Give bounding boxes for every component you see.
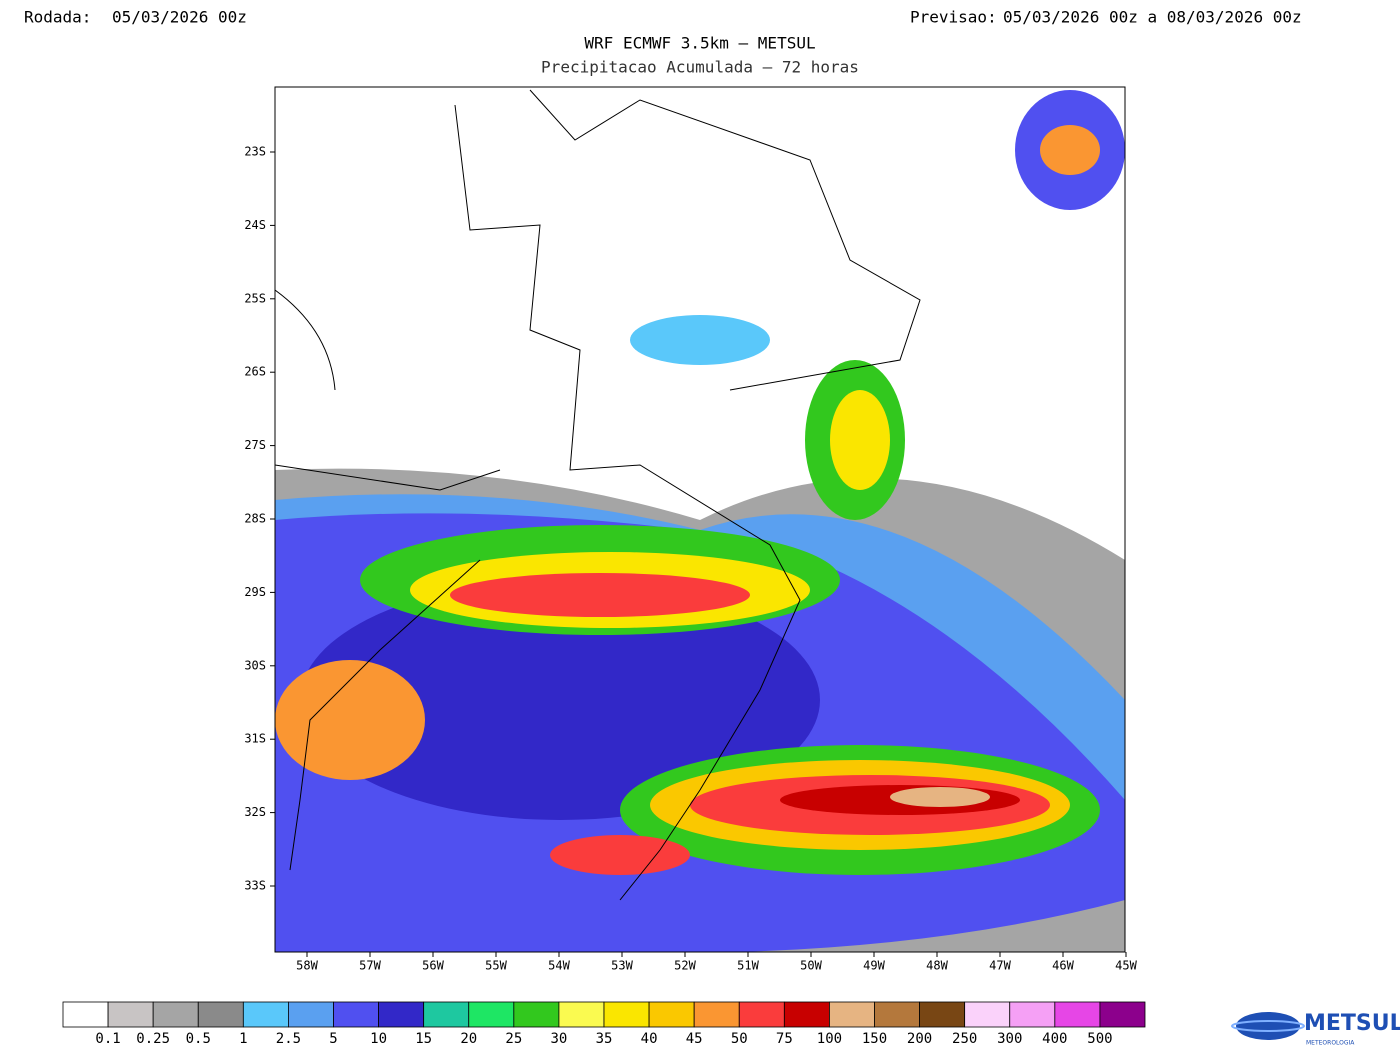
- lon-label: 54W: [548, 959, 570, 973]
- legend-swatch: [648, 1001, 695, 1028]
- legend-label: 100: [817, 1031, 842, 1047]
- legend-label: 75: [776, 1031, 793, 1047]
- lon-label: 48W: [926, 959, 948, 973]
- legend-swatch: [829, 1001, 875, 1028]
- legend-swatch: [152, 1001, 199, 1028]
- lon-label: 51W: [737, 959, 759, 973]
- lat-label: 27S: [244, 438, 266, 452]
- legend-label: 1: [239, 1031, 247, 1047]
- legend-label: 0.5: [186, 1031, 211, 1047]
- legend-swatch: [558, 1001, 605, 1028]
- run-label: Rodada:: [24, 8, 91, 27]
- lat-label: 32S: [244, 805, 266, 819]
- lat-label: 25S: [244, 291, 266, 305]
- lat-label: 23S: [244, 145, 266, 159]
- logo: METSUL METEOROLOGIA: [1231, 1011, 1400, 1047]
- lat-label: 33S: [244, 879, 266, 893]
- legend-swatch: [693, 1001, 740, 1028]
- legend-swatch: [874, 1001, 920, 1028]
- legend-label: 30: [550, 1031, 567, 1047]
- legend-swatch: [468, 1001, 515, 1028]
- lat-label: 31S: [244, 732, 266, 746]
- legend-swatch: [242, 1001, 289, 1028]
- legend-swatch: [783, 1001, 830, 1028]
- lon-label: 45W: [1115, 959, 1137, 973]
- legend-swatch: [197, 1001, 244, 1028]
- lon-label: 49W: [863, 959, 885, 973]
- legend-swatch: [288, 1001, 334, 1028]
- lon-label: 58W: [296, 959, 318, 973]
- legend-label: 50: [731, 1031, 748, 1047]
- logo-tagline: METEOROLOGIA: [1306, 1040, 1355, 1047]
- legend-label: 15: [415, 1031, 432, 1047]
- lon-axis: 58W 57W 56W 55W 54W 53W 52W 51W 50W 49W 48W 47W 46W 4…: [296, 952, 1138, 973]
- legend-swatch: [423, 1001, 470, 1028]
- legend-swatch: [513, 1001, 560, 1028]
- legend-swatch: [964, 1001, 1011, 1028]
- legend-label: 25: [505, 1031, 522, 1047]
- legend-label: 10: [370, 1031, 387, 1047]
- map: [274, 86, 1126, 953]
- legend-label: 2.5: [276, 1031, 301, 1047]
- lat-label: 30S: [244, 658, 266, 672]
- legend-swatch: [378, 1001, 425, 1028]
- lon-label: 55W: [485, 959, 507, 973]
- legend-swatch: [62, 1001, 109, 1028]
- legend-swatch: [1054, 1001, 1101, 1028]
- lat-label: 28S: [244, 512, 266, 526]
- legend-label: 300: [997, 1031, 1022, 1047]
- legend-label: 0.1: [95, 1031, 120, 1047]
- legend-label: 40: [641, 1031, 658, 1047]
- lat-axis: 23S 24S 25S 26S 27S 28S 29S 30S 31S 32S 33S: [244, 145, 275, 893]
- legend-swatch: [1009, 1001, 1056, 1028]
- legend-label: 20: [460, 1031, 477, 1047]
- legend: 0.1 0.25 0.5 1 2.5 5 10 15 20 25 30 35 40 45 50 75 100 15…: [62, 1001, 1146, 1047]
- lon-label: 52W: [674, 959, 696, 973]
- lat-label: 24S: [244, 218, 266, 232]
- lon-label: 50W: [800, 959, 822, 973]
- lon-label: 47W: [989, 959, 1011, 973]
- run: 05/03/2026 00z: [112, 8, 247, 27]
- legend-label: 0.25: [136, 1031, 170, 1047]
- lat-label: 29S: [244, 585, 266, 599]
- legend-swatch: [919, 1001, 966, 1028]
- legend-label: 35: [596, 1031, 613, 1047]
- lon-label: 46W: [1052, 959, 1074, 973]
- legend-swatch: [1099, 1001, 1146, 1028]
- lat-label: 26S: [244, 365, 266, 379]
- legend-label: 500: [1087, 1031, 1112, 1047]
- legend-swatch: [107, 1001, 154, 1028]
- legend-label: 400: [1042, 1031, 1067, 1047]
- legend-swatch: [333, 1001, 379, 1028]
- legend-label: 250: [952, 1031, 977, 1047]
- forecast-label: Previsao:: [910, 8, 997, 27]
- lon-label: 53W: [611, 959, 633, 973]
- title: WRF ECMWF 3.5km — METSUL: [584, 34, 815, 53]
- legend-swatch: [603, 1001, 650, 1028]
- legend-label: 200: [907, 1031, 932, 1047]
- subtitle: Precipitacao Acumulada — 72 horas: [541, 58, 859, 77]
- legend-swatch: [738, 1001, 785, 1028]
- lon-label: 57W: [359, 959, 381, 973]
- legend-label: 150: [862, 1031, 887, 1047]
- legend-label: 45: [686, 1031, 703, 1047]
- forecast: 05/03/2026 00z a 08/03/2026 00z: [1003, 8, 1302, 27]
- logo-name: METSUL: [1304, 1011, 1400, 1036]
- legend-label: 5: [329, 1031, 337, 1047]
- lon-label: 56W: [422, 959, 444, 973]
